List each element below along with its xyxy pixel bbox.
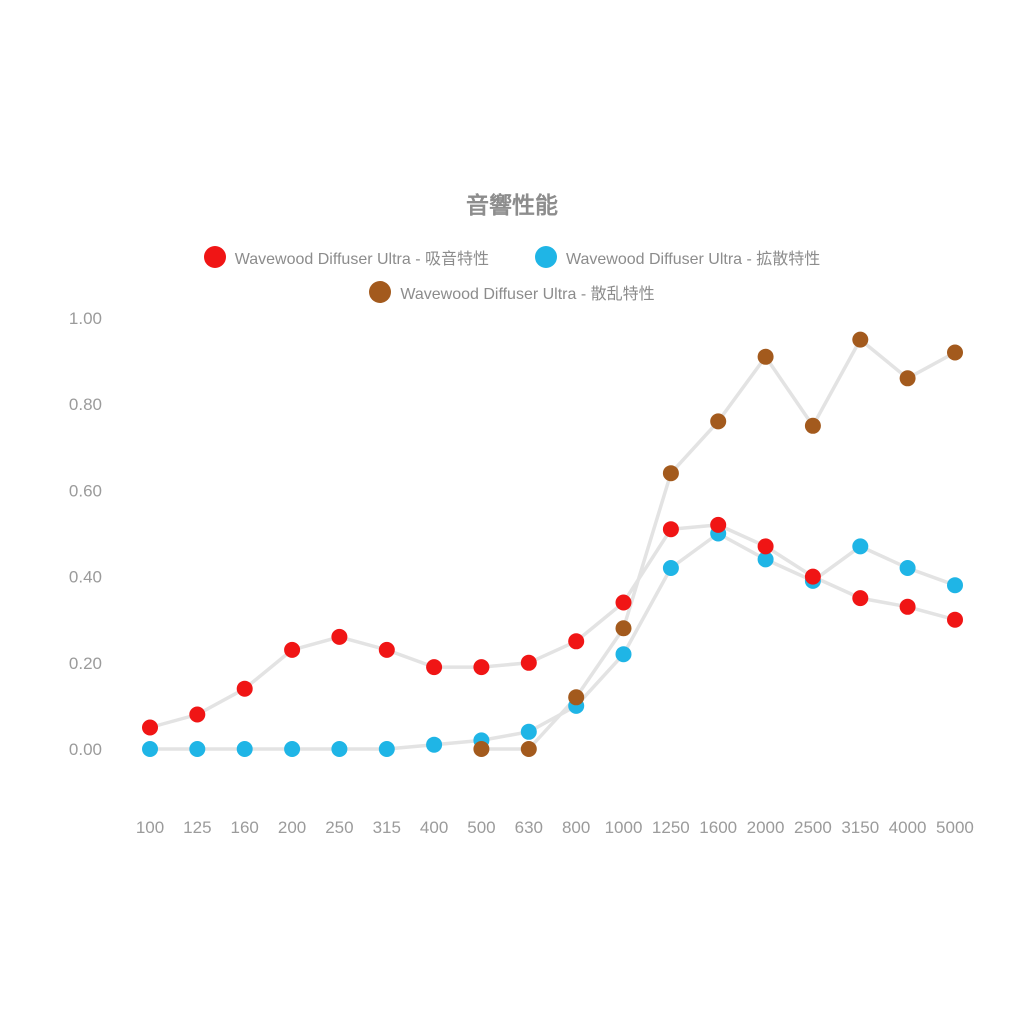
point-scattering-4000 [899,370,916,387]
point-absorption-1250 [662,521,679,538]
legend-marker-absorption-icon [203,246,226,268]
point-scattering-1600 [710,413,727,430]
point-diffusion-400 [426,736,443,753]
legend-marker-scattering-icon [369,281,392,303]
y-tick-0.40: 0.40 [69,568,102,587]
point-diffusion-3150 [852,538,869,555]
point-absorption-200 [284,641,301,658]
point-absorption-1000 [615,594,632,611]
x-tick-100: 100 [136,818,164,837]
x-tick-3150: 3150 [841,818,879,837]
x-tick-800: 800 [562,818,590,837]
x-tick-500: 500 [467,818,495,837]
point-scattering-800 [568,689,585,706]
x-tick-250: 250 [325,818,353,837]
legend-marker-diffusion-icon [535,246,557,268]
point-diffusion-5000 [947,577,963,594]
point-absorption-2000 [757,538,774,555]
point-absorption-500 [473,659,490,676]
x-tick-1250: 1250 [652,818,690,837]
line-scattering [479,337,957,751]
x-tick-160: 160 [231,818,259,837]
point-scattering-2500 [804,417,821,434]
y-tick-0.20: 0.20 [69,654,102,673]
x-tick-630: 630 [515,818,543,837]
point-diffusion-160 [236,741,253,757]
legend-item-diffusion[interactable]: Wavewood Diffuser Ultra - 拡散特性 [535,245,820,269]
point-scattering-2000 [757,348,774,365]
line-absorption [148,523,957,730]
x-tick-1600: 1600 [699,818,737,837]
point-absorption-315 [378,641,395,658]
point-absorption-630 [520,654,537,671]
point-absorption-400 [426,659,443,676]
point-diffusion-630 [520,723,537,740]
point-diffusion-2000 [757,551,774,568]
point-absorption-125 [189,706,206,723]
line-diffusion [148,531,957,751]
legend-label-diffusion: Wavewood Diffuser Ultra - 拡散特性 [566,251,821,268]
point-diffusion-250 [331,741,348,757]
point-absorption-160 [236,680,253,697]
x-tick-1000: 1000 [605,818,643,837]
x-tick-2500: 2500 [794,818,832,837]
point-diffusion-200 [284,741,301,757]
legend: Wavewood Diffuser Ultra - 吸音特性 Wavewood … [0,245,1024,304]
point-scattering-1000 [615,620,632,637]
x-tick-5000: 5000 [936,818,974,837]
y-tick-0.00: 0.00 [69,740,102,759]
point-diffusion-1250 [662,560,679,576]
point-absorption-4000 [899,598,916,615]
point-scattering-500 [473,741,490,757]
legend-label-absorption: Wavewood Diffuser Ultra - 吸音特性 [234,251,489,268]
point-diffusion-100 [142,741,158,757]
point-absorption-1600 [710,516,727,533]
y-tick-0.80: 0.80 [69,395,102,414]
point-scattering-5000 [947,344,963,361]
point-absorption-100 [142,719,158,736]
legend-item-scattering[interactable]: Wavewood Diffuser Ultra - 散乱特性 [369,280,655,304]
x-tick-315: 315 [373,818,401,837]
point-scattering-1250 [662,465,679,482]
point-diffusion-4000 [899,560,916,576]
chart-title: 音響性能 [466,192,558,218]
point-scattering-630 [520,741,537,757]
x-tick-125: 125 [183,818,211,837]
x-tick-4000: 4000 [889,818,927,837]
point-absorption-800 [568,633,585,650]
point-absorption-2500 [804,568,821,585]
x-tick-2000: 2000 [747,818,785,837]
y-tick-1.00: 1.00 [69,309,102,328]
point-diffusion-125 [189,741,206,757]
legend-row-2: Wavewood Diffuser Ultra - 散乱特性 [369,280,655,304]
legend-label-scattering: Wavewood Diffuser Ultra - 散乱特性 [400,286,655,303]
x-tick-200: 200 [278,818,306,837]
point-diffusion-1000 [615,646,632,663]
point-diffusion-315 [378,741,395,757]
point-absorption-250 [331,628,348,645]
legend-row-1: Wavewood Diffuser Ultra - 吸音特性 Wavewood … [203,245,820,269]
point-absorption-3150 [852,590,869,607]
y-tick-0.60: 0.60 [69,481,102,500]
point-absorption-5000 [947,611,963,628]
x-tick-400: 400 [420,818,448,837]
point-scattering-3150 [852,331,869,348]
legend-item-absorption[interactable]: Wavewood Diffuser Ultra - 吸音特性 [203,245,489,269]
